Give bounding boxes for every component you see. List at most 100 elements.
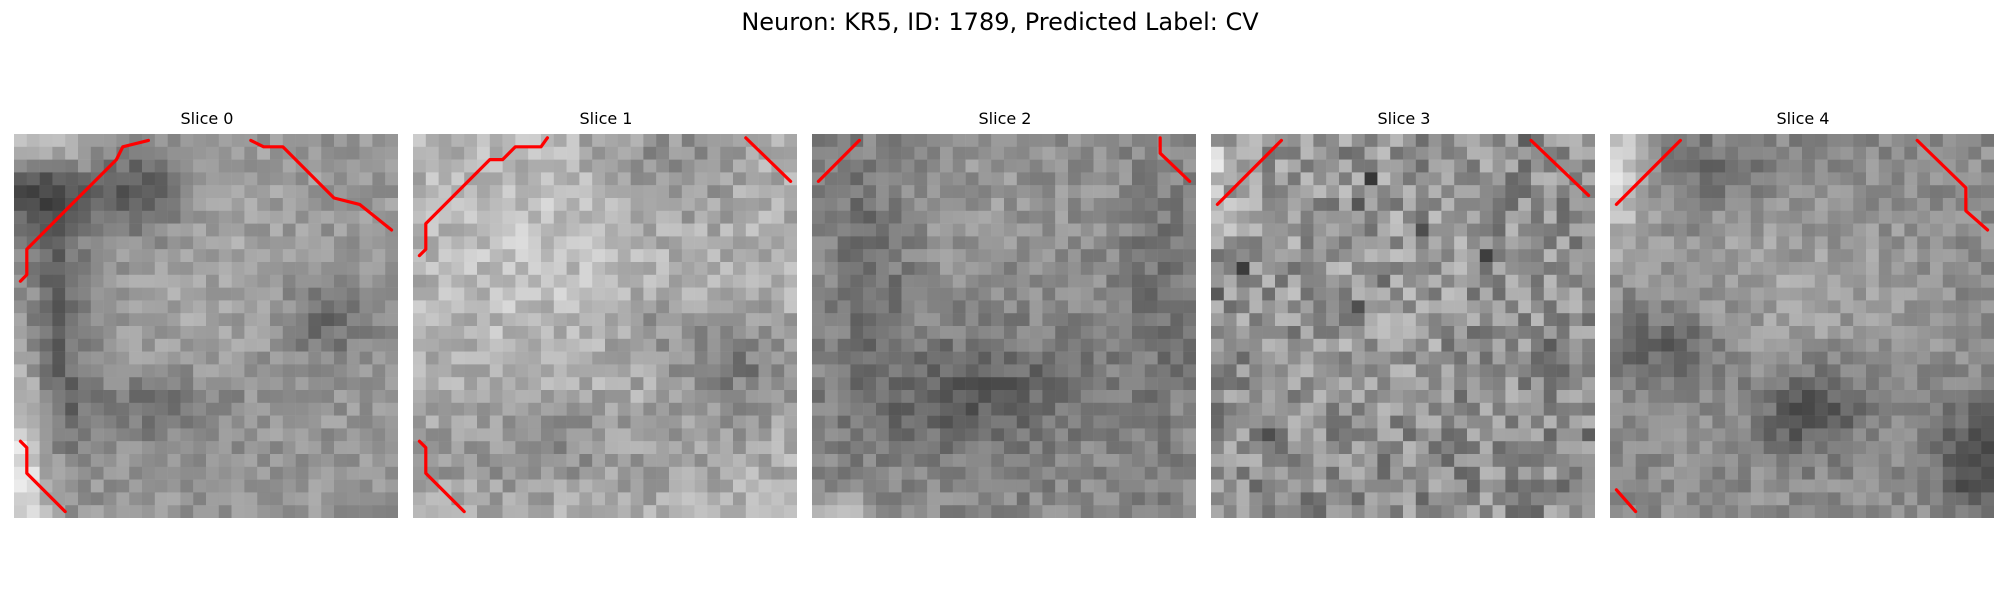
image-pixel [1802,172,1816,186]
image-pixel [1891,492,1905,506]
image-pixel [1904,313,1918,327]
image-pixel [1917,479,1931,493]
image-pixel [372,198,386,212]
image-pixel [1827,466,1841,480]
image-pixel [1249,390,1263,404]
image-pixel [65,479,79,493]
image-pixel [1827,441,1841,455]
image-pixel [1505,287,1519,301]
image-pixel [914,415,928,429]
image-pixel [257,466,271,480]
image-pixel [1313,454,1327,468]
image-pixel [1738,415,1752,429]
image-pixel [733,338,747,352]
image-pixel [244,364,258,378]
image-pixel [218,351,232,365]
image-pixel [477,223,491,237]
image-pixel [1661,351,1675,365]
image-pixel [1981,198,1994,212]
image-pixel [218,390,232,404]
image-pixel [1725,492,1739,506]
image-pixel [1377,249,1391,263]
image-pixel [745,454,759,468]
image-pixel [1068,377,1082,391]
image-pixel [451,351,465,365]
image-pixel [681,223,695,237]
image-pixel [90,505,104,518]
image-pixel [244,146,258,160]
image-pixel [103,185,117,199]
image-pixel [1170,300,1184,314]
image-pixel [1492,402,1506,416]
image-pixel [1377,390,1391,404]
image-pixel [733,326,747,340]
image-pixel [1518,210,1532,224]
image-pixel [1339,492,1353,506]
image-pixel [515,390,529,404]
image-pixel [1157,249,1171,263]
slice-image [413,134,797,518]
image-pixel [863,185,877,199]
image-pixel [1390,134,1404,148]
image-pixel [154,223,168,237]
image-pixel [206,326,220,340]
image-pixel [1610,134,1624,148]
image-pixel [720,377,734,391]
image-pixel [1814,313,1828,327]
image-pixel [1326,338,1340,352]
image-pixel [1016,326,1030,340]
image-pixel [515,287,529,301]
image-pixel [78,287,92,301]
image-pixel [566,326,580,340]
image-pixel [1531,415,1545,429]
image-pixel [784,479,797,493]
image-pixel [385,159,398,173]
image-pixel [1326,364,1340,378]
image-pixel [90,479,104,493]
image-pixel [784,441,797,455]
image-pixel [643,172,657,186]
image-pixel [193,466,207,480]
image-pixel [1891,351,1905,365]
image-pixel [14,172,28,186]
image-pixel [167,326,181,340]
image-pixel [103,172,117,186]
image-pixel [1441,505,1455,518]
image-pixel [771,377,785,391]
image-pixel [295,274,309,288]
image-pixel [1789,300,1803,314]
image-pixel [952,428,966,442]
image-pixel [541,505,555,518]
image-pixel [1004,390,1018,404]
image-pixel [438,454,452,468]
image-pixel [1492,364,1506,378]
image-pixel [244,351,258,365]
image-pixel [1674,428,1688,442]
image-pixel [1661,402,1675,416]
image-pixel [541,441,555,455]
image-pixel [1029,428,1043,442]
image-pixel [1556,249,1570,263]
image-pixel [758,300,772,314]
image-pixel [837,364,851,378]
image-pixel [978,159,992,173]
image-pixel [244,249,258,263]
image-pixel [579,300,593,314]
image-pixel [914,172,928,186]
image-pixel [1686,300,1700,314]
image-pixel [1556,210,1570,224]
image-pixel [193,223,207,237]
image-pixel [1853,454,1867,468]
image-pixel [812,364,826,378]
image-pixel [1582,505,1595,518]
image-pixel [359,236,373,250]
image-pixel [1119,351,1133,365]
image-pixel [901,236,915,250]
image-pixel [1364,364,1378,378]
image-pixel [26,262,40,276]
image-pixel [1569,249,1583,263]
image-pixel [180,262,194,276]
image-pixel [193,351,207,365]
image-pixel [1170,505,1184,518]
image-pixel [116,198,130,212]
